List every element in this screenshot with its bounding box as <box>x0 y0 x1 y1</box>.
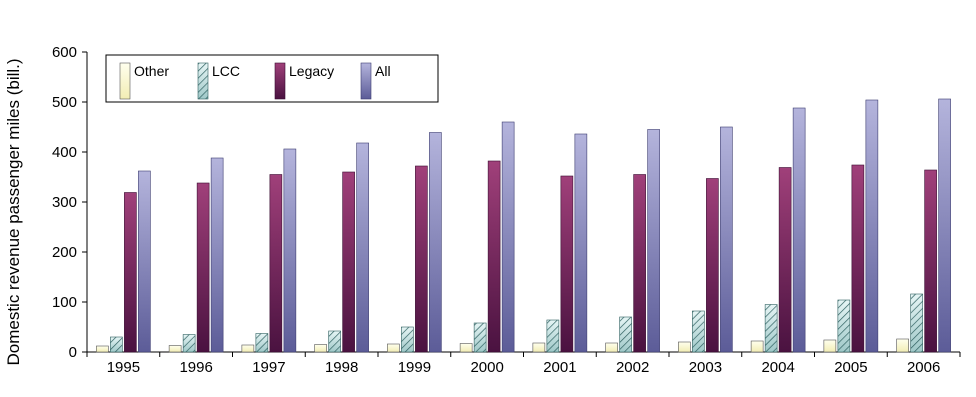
legend-swatch-all <box>360 62 372 100</box>
bar-all <box>938 98 951 353</box>
bar-legacy <box>560 175 574 353</box>
bar-legacy <box>415 165 428 353</box>
bar-other <box>532 342 546 353</box>
legend: Other LCC Legacy All <box>105 54 439 103</box>
y-tick-label: 400 <box>52 144 77 161</box>
bar-other <box>387 343 400 353</box>
bar-lcc-hatch <box>255 333 268 352</box>
bar-all <box>429 132 442 353</box>
bar-lcc-hatch <box>328 331 341 352</box>
bar-legacy <box>633 174 646 353</box>
bar-lcc-hatch <box>619 317 632 352</box>
bar-lcc-hatch <box>546 320 559 352</box>
bar-legacy <box>269 174 283 353</box>
bar-lcc-hatch <box>474 323 487 352</box>
legend-swatch-other <box>119 62 131 100</box>
bar-other <box>678 341 691 353</box>
x-tick-label: 1997 <box>252 359 285 376</box>
y-tick-label: 0 <box>69 344 77 361</box>
bar-other <box>314 344 327 353</box>
x-tick-label: 1998 <box>325 359 358 376</box>
x-tick-label: 2002 <box>616 359 649 376</box>
bar-lcc-hatch <box>401 327 414 352</box>
bar-all <box>283 148 297 353</box>
bar-lcc-hatch <box>910 294 923 352</box>
bar-legacy <box>196 182 210 353</box>
bar-all <box>865 99 879 353</box>
x-tick-label: 1995 <box>107 359 140 376</box>
y-tick-label: 500 <box>52 94 77 111</box>
bar-lcc-hatch <box>765 304 778 352</box>
bar-all <box>210 157 224 353</box>
legend-label-lcc: LCC <box>212 63 240 79</box>
x-tick-label: 2006 <box>907 359 940 376</box>
legend-swatch-lcc-hatch <box>198 63 208 99</box>
bar-all <box>792 107 806 353</box>
bar-all <box>647 129 660 353</box>
bar-lcc-hatch <box>110 337 123 352</box>
bar-all <box>356 142 369 353</box>
y-tick-label: 200 <box>52 244 77 261</box>
bar-legacy <box>342 171 355 353</box>
bar-all <box>574 133 588 353</box>
y-tick-label: 100 <box>52 294 77 311</box>
x-tick-label: 2000 <box>470 359 503 376</box>
y-tick-label: 300 <box>52 194 77 211</box>
bar-all <box>138 170 151 353</box>
legend-label-other: Other <box>134 63 169 79</box>
bar-legacy <box>924 169 937 353</box>
x-tick-label: 2001 <box>543 359 576 376</box>
y-tick-label: 600 <box>52 44 77 61</box>
x-tick-label: 1996 <box>179 359 212 376</box>
bar-legacy <box>778 167 792 353</box>
legend-label-all: All <box>375 63 391 79</box>
x-tick-label: 2003 <box>689 359 722 376</box>
bar-legacy <box>124 192 137 353</box>
bar-other <box>896 338 909 353</box>
legend-swatch-legacy <box>274 62 286 100</box>
bar-other <box>605 342 618 353</box>
bar-other <box>96 345 109 353</box>
x-tick-label: 2005 <box>834 359 867 376</box>
bar-lcc-hatch <box>183 334 196 352</box>
bar-other <box>823 339 837 353</box>
x-tick-label: 2004 <box>761 359 794 376</box>
x-tick-label: 1999 <box>398 359 431 376</box>
bar-lcc-hatch <box>837 300 850 352</box>
legend-label-legacy: Legacy <box>289 63 334 79</box>
y-axis-title: Domestic revenue passenger miles (bill.) <box>4 58 23 365</box>
bar-legacy <box>487 160 501 353</box>
bar-all <box>501 121 515 353</box>
bar-legacy <box>851 164 865 353</box>
bar-lcc-hatch <box>692 311 705 352</box>
legend-box <box>105 54 439 103</box>
bar-other <box>459 343 473 353</box>
bar-legacy <box>706 178 719 353</box>
bar-other <box>750 340 764 353</box>
bar-all <box>720 126 733 353</box>
bar-other <box>168 345 182 353</box>
bar-other <box>241 344 255 353</box>
